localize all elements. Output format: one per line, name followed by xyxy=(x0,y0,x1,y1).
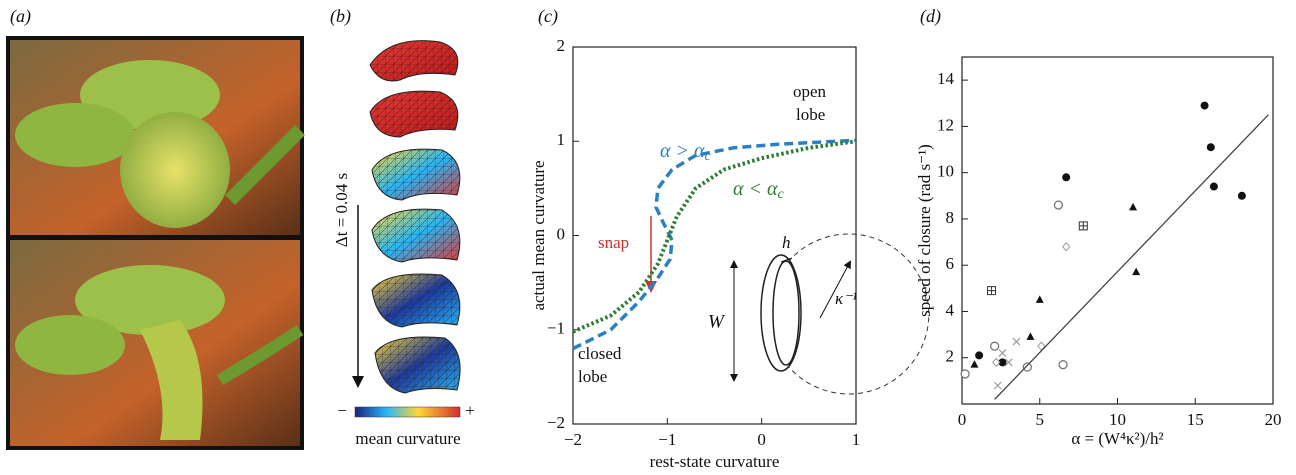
x-tick-label: 15 xyxy=(1187,410,1204,429)
colorbar-label: mean curvature xyxy=(355,429,460,448)
point xyxy=(1078,221,1088,231)
y-tick-label: −2 xyxy=(547,413,565,432)
point xyxy=(970,360,979,368)
x-tick-label: 1 xyxy=(852,430,861,449)
y-tick-label: 2 xyxy=(557,36,566,55)
point xyxy=(990,341,1000,351)
point xyxy=(1026,332,1035,340)
x-tick-label: 10 xyxy=(1109,410,1126,429)
colorbar xyxy=(354,406,461,418)
point xyxy=(987,286,997,296)
panel-label: (a) xyxy=(10,6,31,27)
y-tick-label: 0 xyxy=(557,224,566,243)
y-tick-label: 12 xyxy=(937,115,954,134)
point xyxy=(993,381,1002,390)
annotation: closed xyxy=(578,344,622,363)
series-label: α > αc xyxy=(660,140,712,165)
point xyxy=(992,357,1001,368)
series-label: α < αc xyxy=(733,178,785,203)
point xyxy=(1012,337,1021,346)
point xyxy=(1058,360,1068,370)
point xyxy=(998,358,1007,367)
annotation: open xyxy=(793,82,827,101)
point xyxy=(1209,182,1218,191)
x-axis-label: rest-state curvature xyxy=(650,452,780,471)
x-axis-label: α = (W⁴κ²)/h² xyxy=(1071,429,1163,448)
point xyxy=(960,369,970,379)
x-tick-label: 0 xyxy=(757,430,766,449)
point xyxy=(1237,191,1246,200)
point xyxy=(1053,200,1064,210)
annotation: h xyxy=(782,233,791,252)
y-tick-label: 8 xyxy=(946,208,955,227)
plot-frame xyxy=(961,56,1274,405)
annotation: lobe xyxy=(796,105,825,124)
series-name: α < α xyxy=(733,178,778,200)
series-subscript: c xyxy=(778,187,785,202)
y-axis-label: speed of closure (rad s⁻¹) xyxy=(915,144,934,317)
annotation: W xyxy=(708,311,726,332)
panel-label: (d) xyxy=(920,6,941,27)
annotation: snap xyxy=(598,233,629,252)
leaf-sequence xyxy=(369,40,461,394)
data-line xyxy=(994,114,1269,400)
point xyxy=(1035,295,1044,303)
y-tick-label: 1 xyxy=(557,130,566,149)
y-tick-label: 2 xyxy=(946,347,955,366)
y-tick-label: 6 xyxy=(946,254,955,273)
point xyxy=(975,351,984,360)
series-subscript: c xyxy=(705,149,712,164)
series-name: α > α xyxy=(660,140,705,162)
y-tick-label: 14 xyxy=(937,69,955,88)
colorbar-max: + xyxy=(465,401,475,420)
panel-label: (c) xyxy=(538,6,558,27)
point xyxy=(998,349,1007,358)
point xyxy=(1022,362,1032,372)
point xyxy=(1200,101,1209,110)
y-tick-label: 4 xyxy=(946,300,955,319)
x-tick-label: 20 xyxy=(1265,410,1282,429)
annotation: lobe xyxy=(578,367,607,386)
y-tick-label: 10 xyxy=(937,162,954,181)
point xyxy=(1206,143,1215,152)
point xyxy=(1062,173,1071,182)
y-axis-label: actual mean curvature xyxy=(529,160,548,310)
x-tick-label: −2 xyxy=(564,430,582,449)
x-tick-label: −1 xyxy=(658,430,676,449)
data-line xyxy=(572,138,857,351)
colorbar-min: − xyxy=(337,401,347,420)
x-tick-label: 5 xyxy=(1036,410,1045,429)
data-line xyxy=(572,139,857,334)
point xyxy=(1132,267,1141,276)
point xyxy=(1129,202,1138,211)
time-label: Δt = 0.04 s xyxy=(332,173,351,247)
photo-panel xyxy=(6,36,305,450)
y-tick-label: −1 xyxy=(547,319,565,338)
x-tick-label: 0 xyxy=(958,410,967,429)
inset-diagram xyxy=(730,233,930,395)
point xyxy=(1004,358,1013,367)
annotation: κ⁻¹ xyxy=(835,289,857,308)
panel-label: (b) xyxy=(330,6,351,27)
point xyxy=(1062,241,1071,252)
